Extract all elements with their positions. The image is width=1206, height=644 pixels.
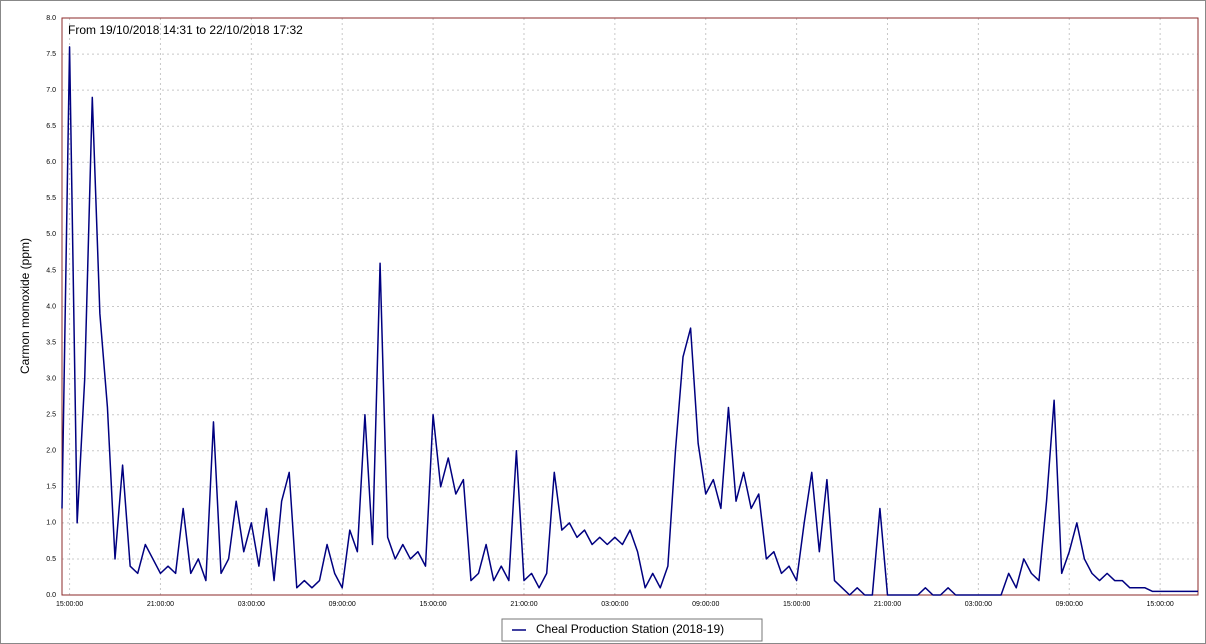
x-tick-label: 15:00:00 — [783, 601, 810, 608]
data-line — [61, 46, 1198, 596]
x-tick-label: 09:00:00 — [1056, 601, 1083, 608]
x-tick-label: 03:00:00 — [965, 601, 992, 608]
y-tick-label: 6.0 — [46, 159, 56, 166]
x-tick-label: 21:00:00 — [510, 601, 537, 608]
x-tick-label: 15:00:00 — [419, 601, 446, 608]
y-tick-label: 3.5 — [46, 339, 56, 346]
y-tick-label: 6.5 — [46, 123, 56, 130]
x-tick-label: 09:00:00 — [692, 601, 719, 608]
y-tick-label: 3.0 — [46, 375, 56, 382]
legend-label: Cheal Production Station (2018-19) — [536, 622, 724, 636]
y-tick-label: 2.5 — [46, 412, 56, 419]
x-tick-label: 21:00:00 — [147, 601, 174, 608]
x-tick-label: 03:00:00 — [238, 601, 265, 608]
y-tick-label: 1.5 — [46, 484, 56, 491]
y-tick-label: 5.0 — [46, 231, 56, 238]
y-tick-label: 1.0 — [46, 520, 56, 527]
y-tick-label: 8.0 — [46, 15, 56, 22]
x-tick-label: 09:00:00 — [329, 601, 356, 608]
y-tick-label: 4.0 — [46, 303, 56, 310]
y-tick-label: 2.0 — [46, 448, 56, 455]
y-tick-label: 4.5 — [46, 267, 56, 274]
x-tick-label: 15:00:00 — [1147, 601, 1174, 608]
chart-subtitle: From 19/10/2018 14:31 to 22/10/2018 17:3… — [68, 23, 303, 37]
legend: Cheal Production Station (2018-19) — [501, 618, 763, 642]
x-tick-label: 21:00:00 — [874, 601, 901, 608]
y-axis-label: Carmon momoxide (ppm) — [18, 238, 32, 374]
x-tick-label: 15:00:00 — [56, 601, 83, 608]
y-tick-label: 7.0 — [46, 87, 56, 94]
plot-border — [61, 17, 1199, 596]
y-tick-label: 5.5 — [46, 195, 56, 202]
x-tick-label: 03:00:00 — [601, 601, 628, 608]
y-tick-label: 0.5 — [46, 556, 56, 563]
legend-box — [501, 618, 763, 642]
y-tick-label: 0.0 — [46, 592, 56, 599]
y-tick-label: 7.5 — [46, 51, 56, 58]
